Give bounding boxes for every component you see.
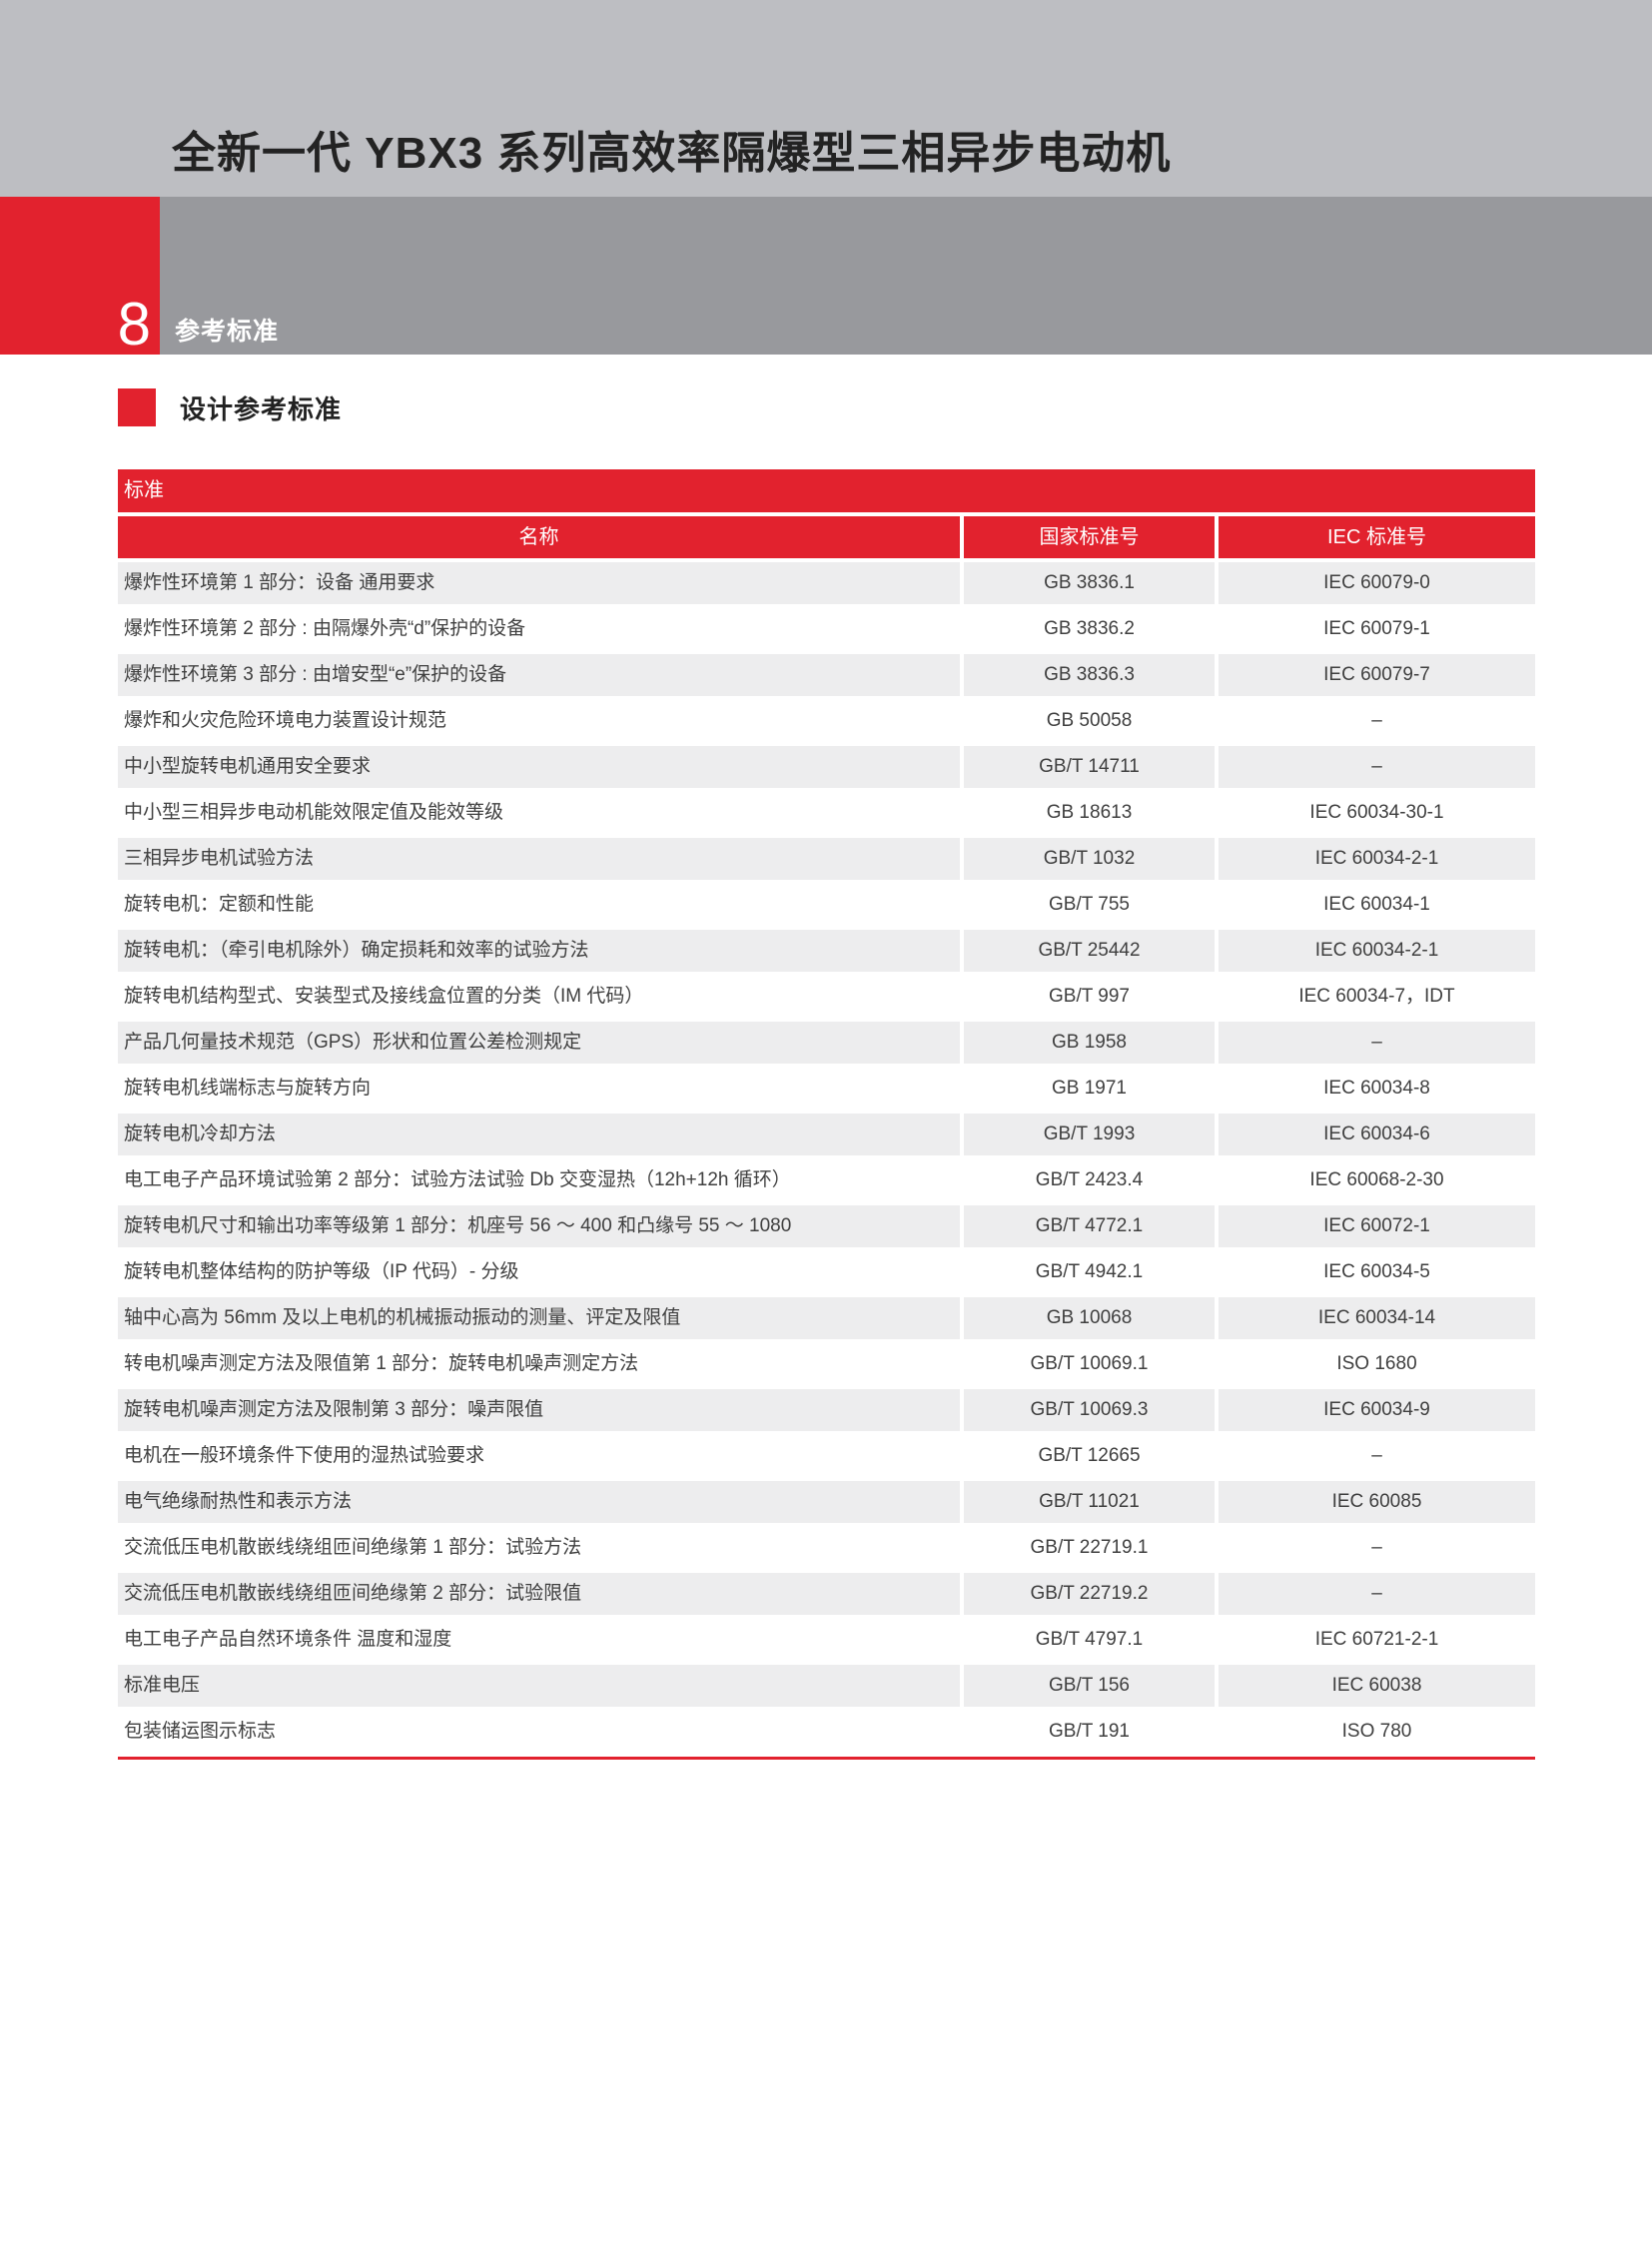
gb-standard-number-cell: GB/T 1993 [964, 1114, 1215, 1155]
gb-standard-number-cell: GB/T 22719.1 [964, 1527, 1215, 1569]
gb-standard-number-cell: GB/T 191 [964, 1711, 1215, 1753]
standard-name-cell: 爆炸性环境第 2 部分 : 由隔爆外壳“d”保护的设备 [118, 608, 960, 650]
iec-standard-number-cell: IEC 60085 [1219, 1481, 1535, 1523]
iec-standard-number-cell: ISO 1680 [1219, 1343, 1535, 1385]
standard-name-cell: 电气绝缘耐热性和表示方法 [118, 1481, 960, 1523]
iec-standard-number-cell: IEC 60079-1 [1219, 608, 1535, 650]
iec-standard-number-cell: ISO 780 [1219, 1711, 1535, 1753]
iec-standard-number-cell: – [1219, 1573, 1535, 1615]
iec-standard-number-cell: IEC 60034-1 [1219, 884, 1535, 926]
column-header-gb: 国家标准号 [964, 516, 1215, 558]
iec-standard-number-cell: IEC 60034-8 [1219, 1068, 1535, 1110]
gb-standard-number-cell: GB/T 12665 [964, 1435, 1215, 1477]
gb-standard-number-cell: GB/T 156 [964, 1665, 1215, 1707]
gb-standard-number-cell: GB/T 4797.1 [964, 1619, 1215, 1661]
gb-standard-number-cell: GB/T 10069.3 [964, 1389, 1215, 1431]
chapter-number-block: 8 [0, 197, 160, 355]
gb-standard-number-cell: GB/T 1032 [964, 838, 1215, 880]
gb-standard-number-cell: GB 1958 [964, 1022, 1215, 1064]
iec-standard-number-cell: – [1219, 700, 1535, 742]
section-title: 设计参考标准 [180, 393, 343, 424]
gb-standard-number-cell: GB/T 997 [964, 976, 1215, 1018]
iec-standard-number-cell: IEC 60079-7 [1219, 654, 1535, 696]
standard-name-cell: 交流低压电机散嵌线绕组匝间绝缘第 2 部分：试验限值 [118, 1573, 960, 1615]
gb-standard-number-cell: GB 3836.2 [964, 608, 1215, 650]
iec-standard-number-cell: IEC 60034-6 [1219, 1114, 1535, 1155]
iec-standard-number-cell: IEC 60034-2-1 [1219, 930, 1535, 972]
table-grid: 名称 国家标准号 IEC 标准号 爆炸性环境第 1 部分：设备 通用要求 GB … [118, 516, 1535, 1753]
standard-name-cell: 产品几何量技术规范（GPS）形状和位置公差检测规定 [118, 1022, 960, 1064]
standard-name-cell: 电工电子产品环境试验第 2 部分：试验方法试验 Db 交变湿热（12h+12h … [118, 1159, 960, 1201]
iec-standard-number-cell: IEC 60034-5 [1219, 1251, 1535, 1293]
standard-name-cell: 三相异步电机试验方法 [118, 838, 960, 880]
gb-standard-number-cell: GB 50058 [964, 700, 1215, 742]
column-header-iec: IEC 标准号 [1219, 516, 1535, 558]
gb-standard-number-cell: GB/T 25442 [964, 930, 1215, 972]
chapter-title: 参考标准 [175, 318, 280, 346]
standard-name-cell: 电机在一般环境条件下使用的湿热试验要求 [118, 1435, 960, 1477]
header-band-dark: 8 参考标准 [0, 197, 1652, 355]
standard-name-cell: 旋转电机冷却方法 [118, 1114, 960, 1155]
iec-standard-number-cell: – [1219, 1527, 1535, 1569]
standard-name-cell: 旋转电机线端标志与旋转方向 [118, 1068, 960, 1110]
gb-standard-number-cell: GB/T 10069.1 [964, 1343, 1215, 1385]
gb-standard-number-cell: GB/T 4772.1 [964, 1205, 1215, 1247]
iec-standard-number-cell: IEC 60034-7，IDT [1219, 976, 1535, 1018]
standard-name-cell: 轴中心高为 56mm 及以上电机的机械振动振动的测量、评定及限值 [118, 1297, 960, 1339]
iec-standard-number-cell: – [1219, 1022, 1535, 1064]
chapter-number: 8 [117, 291, 151, 358]
gb-standard-number-cell: GB/T 4942.1 [964, 1251, 1215, 1293]
gb-standard-number-cell: GB 3836.3 [964, 654, 1215, 696]
standard-name-cell: 中小型旋转电机通用安全要求 [118, 746, 960, 788]
standard-name-cell: 电工电子产品自然环境条件 温度和湿度 [118, 1619, 960, 1661]
section-bullet-square [118, 388, 156, 426]
standard-name-cell: 转电机噪声测定方法及限值第 1 部分：旋转电机噪声测定方法 [118, 1343, 960, 1385]
standard-name-cell: 爆炸性环境第 1 部分：设备 通用要求 [118, 562, 960, 604]
iec-standard-number-cell: IEC 60721-2-1 [1219, 1619, 1535, 1661]
page-title: 全新一代 YBX3 系列高效率隔爆型三相异步电动机 [172, 129, 1172, 178]
gb-standard-number-cell: GB/T 755 [964, 884, 1215, 926]
iec-standard-number-cell: IEC 60034-2-1 [1219, 838, 1535, 880]
table-bottom-rule [118, 1757, 1535, 1760]
gb-standard-number-cell: GB 3836.1 [964, 562, 1215, 604]
standards-table: 标准 名称 国家标准号 IEC 标准号 爆炸性环境第 1 部分：设备 通用要求 … [118, 469, 1535, 1760]
gb-standard-number-cell: GB/T 22719.2 [964, 1573, 1215, 1615]
iec-standard-number-cell: IEC 60079-0 [1219, 562, 1535, 604]
iec-standard-number-cell: IEC 60072-1 [1219, 1205, 1535, 1247]
standard-name-cell: 旋转电机结构型式、安装型式及接线盒位置的分类（IM 代码） [118, 976, 960, 1018]
gb-standard-number-cell: GB/T 14711 [964, 746, 1215, 788]
gb-standard-number-cell: GB 1971 [964, 1068, 1215, 1110]
standard-name-cell: 旋转电机尺寸和输出功率等级第 1 部分：机座号 56 ～ 400 和凸缘号 55… [118, 1205, 960, 1247]
table-band-title: 标准 [118, 469, 1535, 512]
header-band-light: 全新一代 YBX3 系列高效率隔爆型三相异步电动机 [0, 0, 1652, 197]
iec-standard-number-cell: – [1219, 1435, 1535, 1477]
section-heading: 设计参考标准 [118, 388, 342, 426]
iec-standard-number-cell: IEC 60034-14 [1219, 1297, 1535, 1339]
gb-standard-number-cell: GB/T 2423.4 [964, 1159, 1215, 1201]
gb-standard-number-cell: GB 18613 [964, 792, 1215, 834]
iec-standard-number-cell: IEC 60034-9 [1219, 1389, 1535, 1431]
standard-name-cell: 标准电压 [118, 1665, 960, 1707]
standard-name-cell: 爆炸和火灾危险环境电力装置设计规范 [118, 700, 960, 742]
iec-standard-number-cell: IEC 60068-2-30 [1219, 1159, 1535, 1201]
gb-standard-number-cell: GB 10068 [964, 1297, 1215, 1339]
iec-standard-number-cell: – [1219, 746, 1535, 788]
standard-name-cell: 旋转电机：定额和性能 [118, 884, 960, 926]
standard-name-cell: 中小型三相异步电动机能效限定值及能效等级 [118, 792, 960, 834]
standard-name-cell: 包装储运图示标志 [118, 1711, 960, 1753]
standard-name-cell: 旋转电机整体结构的防护等级（IP 代码）- 分级 [118, 1251, 960, 1293]
gb-standard-number-cell: GB/T 11021 [964, 1481, 1215, 1523]
standard-name-cell: 旋转电机噪声测定方法及限制第 3 部分：噪声限值 [118, 1389, 960, 1431]
column-header-name: 名称 [118, 516, 960, 558]
standard-name-cell: 爆炸性环境第 3 部分 : 由增安型“e”保护的设备 [118, 654, 960, 696]
standard-name-cell: 旋转电机：（牵引电机除外）确定损耗和效率的试验方法 [118, 930, 960, 972]
iec-standard-number-cell: IEC 60038 [1219, 1665, 1535, 1707]
standard-name-cell: 交流低压电机散嵌线绕组匝间绝缘第 1 部分：试验方法 [118, 1527, 960, 1569]
iec-standard-number-cell: IEC 60034-30-1 [1219, 792, 1535, 834]
